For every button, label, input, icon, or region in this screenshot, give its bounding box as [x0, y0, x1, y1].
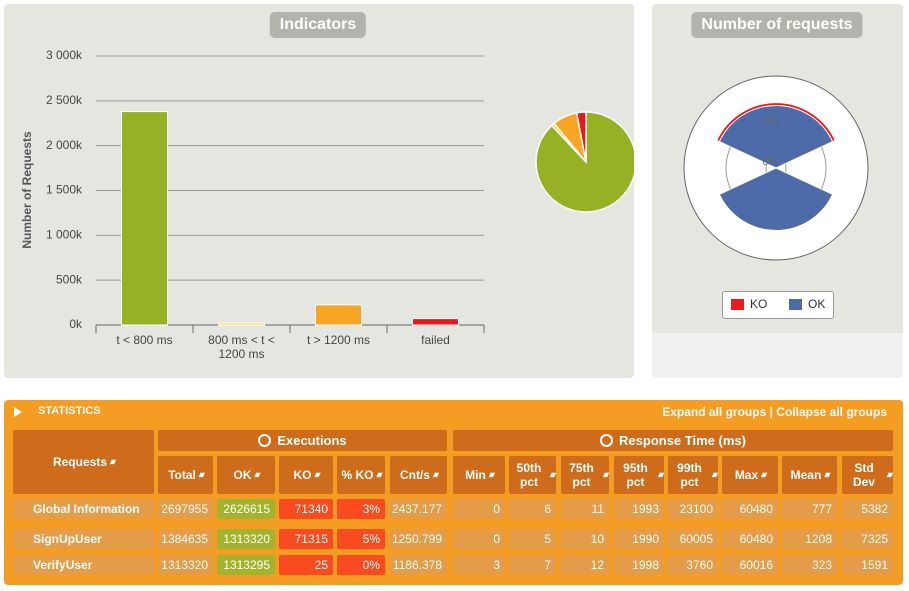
stat-cell: 1998	[614, 555, 664, 575]
stat-cell: 1384635	[158, 529, 213, 549]
chart-title: Indicators	[269, 12, 367, 38]
collapse-link[interactable]: Collapse all groups	[776, 405, 887, 419]
chart-title: Number of requests	[691, 12, 863, 38]
stat-cell: 5%	[337, 529, 385, 549]
column-header[interactable]: Std Dev	[842, 456, 893, 494]
group-links: Expand all groups | Collapse all groups	[662, 405, 887, 419]
stat-cell: 1993	[614, 499, 664, 519]
x-tick-label: t < 800 ms	[116, 333, 173, 347]
request-name[interactable]: SignUpUser	[13, 529, 154, 549]
y-tick-label: 2 500k	[46, 93, 83, 107]
stat-cell: 3%	[337, 499, 385, 519]
y-tick-label: 1 000k	[46, 228, 83, 242]
legend-swatch	[789, 299, 802, 310]
column-header[interactable]: Mean	[782, 456, 837, 494]
stat-cell: 7	[509, 555, 556, 575]
bar	[412, 318, 459, 326]
stat-cell: 71340	[279, 499, 333, 519]
stat-cell: 5	[509, 529, 556, 549]
stat-cell: 0	[453, 499, 505, 519]
stat-cell: 0%	[337, 555, 385, 575]
y-tick-label: 1 500k	[46, 183, 83, 197]
legend-label: OK	[808, 297, 826, 311]
y-tick-label: 0k	[69, 317, 83, 331]
r-tick-label: 1M	[762, 116, 777, 128]
stat-cell: 0	[453, 529, 505, 549]
group-title: Executions	[277, 433, 347, 448]
stat-cell: 11	[561, 499, 609, 519]
stat-cell: 6	[509, 499, 556, 519]
column-header[interactable]: 99th pct	[668, 456, 718, 494]
y-tick-label: 500k	[56, 272, 83, 286]
stat-cell: 3760	[668, 555, 718, 575]
group-header: Executions	[158, 430, 447, 451]
column-header[interactable]: Min	[453, 456, 505, 494]
legend-swatch	[731, 299, 744, 310]
group-icon	[258, 434, 272, 447]
stat-cell: 1591	[842, 555, 893, 575]
toggle-icon[interactable]	[14, 407, 22, 417]
stat-cell: 60480	[722, 529, 778, 549]
stat-cell: 12	[561, 555, 609, 575]
stat-cell: 10	[561, 529, 609, 549]
group-title: Response Time (ms)	[619, 433, 746, 448]
column-header[interactable]: 75th pct	[561, 456, 609, 494]
column-header[interactable]: Cnt/s	[390, 456, 447, 494]
bar	[218, 322, 265, 326]
expand-link[interactable]: Expand all groups	[662, 405, 767, 419]
stat-cell: 60016	[722, 555, 778, 575]
stat-cell: 71315	[279, 529, 333, 549]
group-header: Response Time (ms)	[453, 430, 893, 451]
column-header[interactable]: Total	[158, 456, 213, 494]
y-tick-label: 2 000k	[46, 138, 83, 152]
column-header[interactable]: KO	[279, 456, 333, 494]
legend: KO OK	[722, 291, 834, 319]
stat-cell: 60005	[668, 529, 718, 549]
stat-cell: 7325	[842, 529, 893, 549]
bar	[315, 304, 362, 326]
separator: |	[769, 405, 773, 419]
stat-cell: 2626615	[217, 499, 275, 519]
stat-cell: 1313320	[158, 555, 213, 575]
stat-cell: 2697955	[158, 499, 213, 519]
x-tick-label: t > 1200 ms	[306, 333, 371, 347]
stat-cell: 60480	[722, 499, 778, 519]
stat-cell: 1313295	[217, 555, 275, 575]
stat-cell: 23100	[668, 499, 718, 519]
stat-cell: 323	[782, 555, 837, 575]
x-tick-label: failed	[421, 333, 450, 347]
statistics-title: STATISTICS	[38, 405, 101, 417]
column-header[interactable]: Requests	[13, 430, 154, 494]
column-header[interactable]: 95th pct	[614, 456, 664, 494]
legend-label: KO	[750, 297, 768, 311]
stat-cell: 1990	[614, 529, 664, 549]
column-header[interactable]: Max	[722, 456, 778, 494]
stat-cell: 1186.378	[390, 555, 447, 575]
stat-cell: 25	[279, 555, 333, 575]
column-header[interactable]: 50th pct	[509, 456, 556, 494]
stat-cell: 1313320	[217, 529, 275, 549]
column-header[interactable]: % KO	[337, 456, 385, 494]
y-axis-title: Number of Requests	[20, 131, 34, 249]
bar	[121, 111, 168, 326]
stat-cell: 5382	[842, 499, 893, 519]
stat-cell: 2437.177	[390, 499, 447, 519]
pie	[535, 111, 634, 213]
request-name[interactable]: Global Information	[13, 499, 154, 519]
x-tick-label: 800 ms < t < 1200 ms	[208, 333, 275, 361]
polar-segment	[716, 102, 836, 143]
stat-cell: 777	[782, 499, 837, 519]
pie-slice	[575, 111, 587, 163]
request-name[interactable]: VerifyUser	[13, 555, 154, 575]
stat-cell: 1250.799	[390, 529, 447, 549]
y-tick-label: 3 000k	[46, 48, 83, 62]
polar-segment	[718, 193, 834, 232]
stat-cell: 3	[453, 555, 505, 575]
column-header[interactable]: OK	[217, 456, 275, 494]
stat-cell: 1208	[782, 529, 837, 549]
group-icon	[600, 434, 614, 447]
r-tick-label: 0M	[762, 156, 777, 168]
